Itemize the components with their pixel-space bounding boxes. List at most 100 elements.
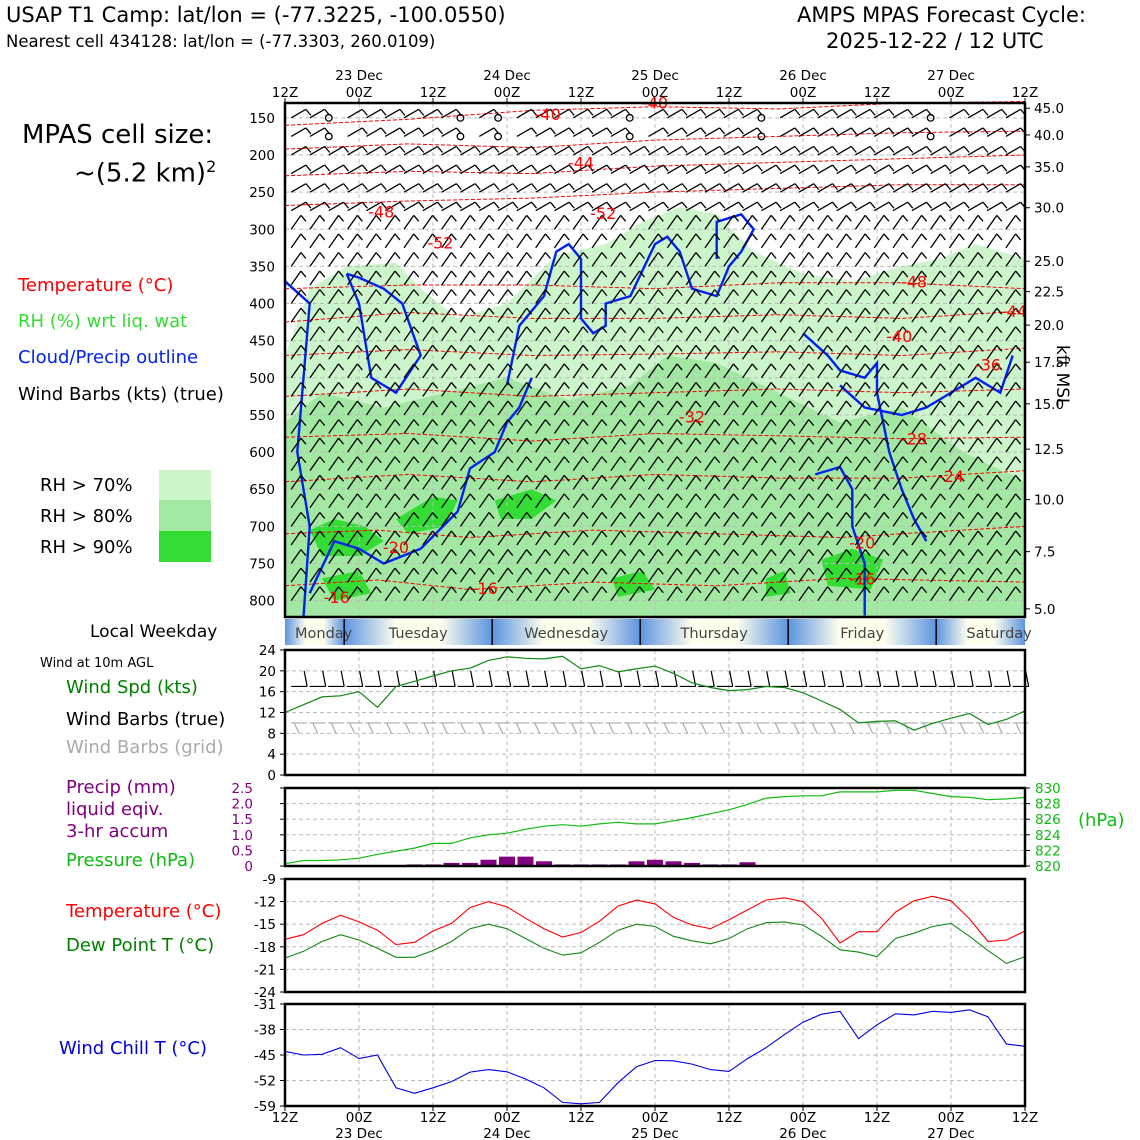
windchill-tick-label: -52 <box>254 1074 276 1090</box>
wind-speed-line <box>284 655 1026 731</box>
pressure-tick-label: 750 <box>249 557 275 573</box>
wind-barb <box>873 326 885 342</box>
wind-barb <box>685 437 697 453</box>
wind-barb-flag <box>996 214 1003 222</box>
wind-barb <box>309 145 326 156</box>
wind-barb-flag <box>996 270 1003 278</box>
temperature-tick-label: -24 <box>254 985 276 1001</box>
wind-barb <box>798 512 810 527</box>
wind-barb <box>309 344 321 360</box>
wind-barb <box>497 326 509 342</box>
wind-barb <box>347 214 358 230</box>
wind-barb <box>1005 252 1017 267</box>
wind-barb-flag <box>432 512 439 519</box>
cross-section-group <box>284 101 1030 618</box>
wind-barb-flag <box>638 456 645 464</box>
wind-barb-flag <box>681 201 688 209</box>
wind-barb-flag <box>869 146 876 153</box>
wind-barb-flag <box>789 456 796 464</box>
wind-barb-flag <box>432 363 439 371</box>
wind-barb-flag <box>432 233 439 241</box>
wind-barb-flag <box>305 146 312 153</box>
wind-barb <box>572 400 584 416</box>
wind-barb-flag <box>921 214 928 222</box>
wind-barb <box>403 289 415 304</box>
wind-barb-flag <box>432 437 439 445</box>
wind-barb <box>760 549 772 564</box>
wind-barb <box>290 307 302 323</box>
wind10m-barb-grid-flag <box>478 722 485 734</box>
legend-rh90-swatch <box>159 531 211 562</box>
wind10m-barb-grid-flag <box>978 722 985 734</box>
wind-barb-flag <box>751 307 758 315</box>
wind-barb <box>855 201 871 212</box>
wind-barb <box>817 307 829 323</box>
wind-barb <box>779 289 791 304</box>
wind-barb <box>347 549 358 564</box>
wind-barb <box>760 252 772 267</box>
wind-barb <box>760 363 772 379</box>
wind-barb <box>535 214 546 230</box>
wind-barb-flag <box>921 512 928 519</box>
wind-barb-flag <box>714 493 721 501</box>
wind-barb-flag <box>977 437 984 445</box>
wind-barb <box>666 530 678 546</box>
wind10m-barb-true-flag <box>766 670 771 687</box>
wind-barb-flag <box>808 586 815 594</box>
wind-barb-flag <box>789 270 796 278</box>
wind-barb-flag <box>845 512 852 519</box>
wind-barb <box>629 512 640 527</box>
wind-barb <box>854 363 866 379</box>
wind-barb-flag <box>770 326 777 334</box>
wind-barb-flag <box>977 252 984 259</box>
kft-tick-label: 20.0 <box>1034 318 1064 334</box>
wind-barb <box>535 183 551 193</box>
wind-barb-flag <box>921 270 928 278</box>
wind-barbs-true-label: Wind Barbs (true) <box>66 709 226 730</box>
wind-barb <box>290 183 307 193</box>
wind-barb <box>685 307 697 323</box>
wind-barb <box>328 307 340 323</box>
wind-barb <box>384 512 396 527</box>
wind-barb <box>422 456 434 472</box>
wind-barb <box>516 530 528 546</box>
wind-barb-flag <box>361 183 368 191</box>
wind-barb <box>516 512 528 527</box>
wind-barb-flag <box>638 586 645 594</box>
wind-barb-flag <box>770 270 777 278</box>
wind-barb-flag <box>996 493 1003 501</box>
wind-barb-flag <box>902 382 909 389</box>
wind-barb <box>497 512 509 527</box>
wind-barb <box>667 127 683 137</box>
wind-barb-flag <box>1001 108 1008 116</box>
wind-barb-flag <box>582 493 589 501</box>
wind-barb-flag <box>413 456 420 464</box>
wind-barb <box>403 530 415 546</box>
wind-barb-flag <box>695 382 702 389</box>
wind-barb <box>403 456 415 472</box>
wind-barb <box>290 233 302 249</box>
wind-barb <box>610 530 622 546</box>
wind-barb <box>347 382 358 397</box>
temperature-contour <box>284 347 1026 357</box>
wind-barb <box>873 164 890 175</box>
wind-barb-flag <box>958 493 965 501</box>
wind-barb <box>384 530 396 546</box>
wind-barb-flag <box>695 307 702 315</box>
wind-barb <box>967 512 979 527</box>
time-tick-label-top: 00Z <box>494 85 520 101</box>
wind-barb-flag <box>751 512 758 519</box>
wind-barb-flag <box>996 437 1003 445</box>
wind-barb <box>422 307 434 323</box>
wind-barb <box>478 145 495 156</box>
wind-barb-flag <box>977 233 984 241</box>
wind-barb-flag <box>300 493 307 501</box>
wind-barb-flag <box>356 437 363 445</box>
wind-barb-flag <box>695 493 702 501</box>
wind-barb <box>948 419 960 434</box>
wind-barb-flag <box>813 127 820 135</box>
wind-barb-flag <box>982 183 989 191</box>
wind-barb <box>967 567 979 583</box>
wind-barb <box>836 214 847 230</box>
wind-barb-flag <box>789 474 796 482</box>
